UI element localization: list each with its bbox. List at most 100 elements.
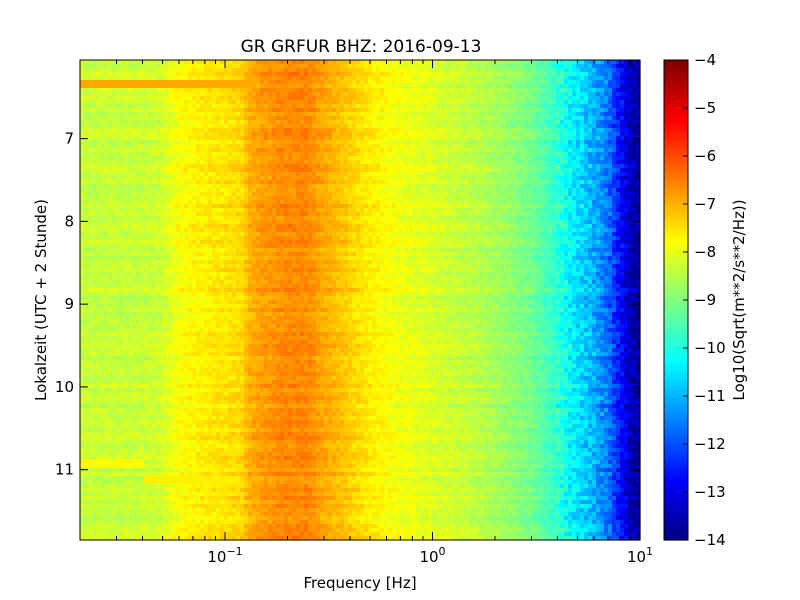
heatmap-cell — [396, 124, 401, 129]
heatmap-cell — [372, 148, 377, 153]
heatmap-cell — [520, 64, 525, 69]
heatmap-cell — [412, 152, 417, 157]
heatmap-cell — [140, 172, 145, 177]
heatmap-cell — [632, 140, 637, 145]
heatmap-cell — [548, 96, 553, 101]
heatmap-cell — [424, 116, 429, 121]
heatmap-cell — [352, 76, 357, 81]
heatmap-cell — [216, 144, 221, 149]
heatmap-cell — [432, 132, 437, 137]
heatmap-cell — [292, 68, 297, 73]
heatmap-cell — [132, 128, 137, 133]
heatmap-cell — [140, 200, 145, 205]
heatmap-cell — [164, 144, 169, 149]
heatmap-cell — [488, 152, 493, 157]
heatmap-cell — [168, 148, 173, 153]
heatmap-cell — [80, 124, 85, 129]
heatmap-cell — [404, 192, 409, 197]
heatmap-cell — [484, 132, 489, 137]
heatmap-cell — [120, 164, 125, 169]
heatmap-cell — [552, 76, 557, 81]
heatmap-cell — [424, 188, 429, 193]
heatmap-cell — [616, 152, 621, 157]
heatmap-cell — [532, 152, 537, 157]
heatmap-cell — [480, 128, 485, 133]
heatmap-cell — [272, 176, 277, 181]
heatmap-cell — [352, 60, 357, 65]
heatmap-cell — [512, 160, 517, 165]
heatmap-cell — [400, 132, 405, 137]
heatmap-cell — [164, 68, 169, 73]
heatmap-cell — [400, 176, 405, 181]
heatmap-cell — [240, 116, 245, 121]
heatmap-cell — [552, 120, 557, 125]
heatmap-cell — [316, 196, 321, 201]
heatmap-cell — [292, 108, 297, 113]
heatmap-cell — [448, 72, 453, 77]
heatmap-cell — [160, 152, 165, 157]
heatmap-cell — [224, 168, 229, 173]
heatmap-cell — [424, 104, 429, 109]
heatmap-cell — [408, 148, 413, 153]
heatmap-cell — [188, 164, 193, 169]
heatmap-cell — [588, 64, 593, 69]
heatmap-cell — [388, 164, 393, 169]
heatmap-cell — [252, 180, 257, 185]
heatmap-cell — [416, 168, 421, 173]
heatmap-cell — [196, 112, 201, 117]
heatmap-cell — [96, 116, 101, 121]
heatmap-cell — [124, 64, 129, 69]
heatmap-cell — [100, 76, 105, 81]
heatmap-cell — [232, 144, 237, 149]
heatmap-cell — [404, 188, 409, 193]
heatmap-cell — [364, 60, 369, 65]
heatmap-cell — [236, 152, 241, 157]
heatmap-cell — [176, 60, 181, 65]
heatmap-cell — [120, 172, 125, 177]
heatmap-cell — [404, 116, 409, 121]
heatmap-cell — [232, 188, 237, 193]
heatmap-cell — [496, 116, 501, 121]
heatmap-cell — [256, 80, 261, 85]
heatmap-cell — [340, 144, 345, 149]
heatmap-cell — [356, 64, 361, 69]
heatmap-cell — [548, 152, 553, 157]
heatmap-cell — [396, 76, 401, 81]
heatmap-cell — [272, 144, 277, 149]
heatmap-cell — [308, 116, 313, 121]
heatmap-cell — [536, 164, 541, 169]
heatmap-cell — [372, 84, 377, 89]
heatmap-cell — [364, 152, 369, 157]
heatmap-cell — [280, 148, 285, 153]
heatmap-cell — [296, 76, 301, 81]
heatmap-cell — [512, 172, 517, 177]
heatmap-cell — [464, 148, 469, 153]
heatmap-cell — [480, 180, 485, 185]
heatmap-cell — [248, 144, 253, 149]
heatmap-cell — [344, 172, 349, 177]
heatmap-cell — [104, 180, 109, 185]
heatmap-cell — [108, 136, 113, 141]
heatmap-cell — [368, 164, 373, 169]
heatmap-cell — [80, 164, 85, 169]
heatmap-cell — [88, 96, 93, 101]
heatmap-cell — [292, 104, 297, 109]
heatmap-cell — [240, 72, 245, 77]
heatmap-cell — [252, 188, 257, 193]
heatmap-cell — [172, 76, 177, 81]
heatmap-cell — [312, 84, 317, 89]
heatmap-cell — [400, 124, 405, 129]
heatmap-cell — [276, 120, 281, 125]
heatmap-cell — [360, 124, 365, 129]
heatmap-cell — [384, 160, 389, 165]
heatmap-cell — [500, 128, 505, 133]
heatmap-cell — [136, 72, 141, 77]
heatmap-cell — [636, 164, 641, 169]
heatmap-cell — [380, 116, 385, 121]
heatmap-cell — [272, 76, 277, 81]
heatmap-cell — [420, 192, 425, 197]
heatmap-cell — [224, 164, 229, 169]
heatmap-cell — [84, 156, 89, 161]
heatmap-cell — [572, 60, 577, 65]
heatmap-cell — [552, 160, 557, 165]
